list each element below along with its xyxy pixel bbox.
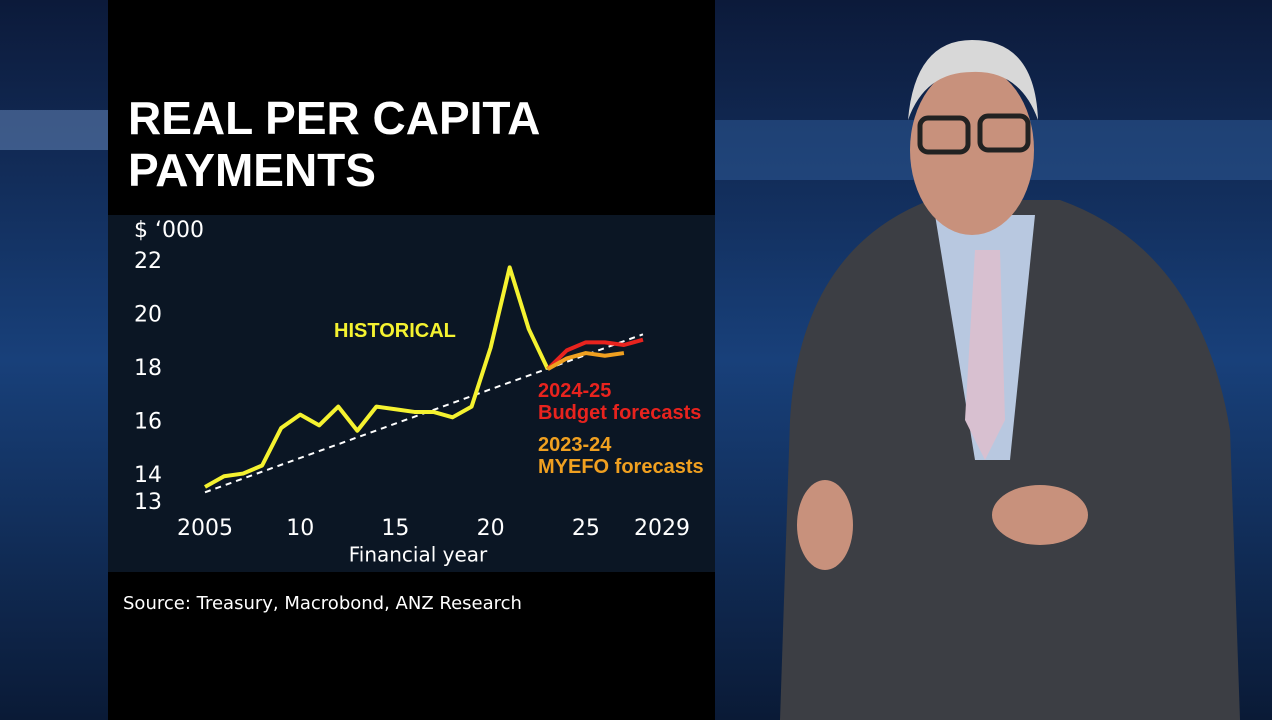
y-tick-label: 20: [134, 303, 162, 328]
tie: [965, 250, 1005, 460]
x-tick-label: 2029: [634, 516, 690, 541]
series-line: [546, 337, 644, 371]
y-tick-label: 14: [134, 463, 162, 488]
x-tick-label: 20: [477, 516, 505, 541]
y-tick-label: 22: [134, 249, 162, 274]
series-label: 2024-25 Budget forecasts: [538, 380, 702, 424]
series-line: [546, 351, 625, 371]
x-tick-label: 15: [381, 516, 409, 541]
source: Source: Treasury, Macrobond, ANZ Researc…: [123, 593, 522, 614]
y-tick-label: 16: [134, 410, 162, 435]
hair: [908, 40, 1038, 120]
hand: [992, 485, 1088, 545]
x-tick-label: 25: [572, 516, 600, 541]
glasses: [917, 115, 971, 155]
x-tick-label: 2005: [177, 516, 233, 541]
y-tick-label: 13: [134, 490, 162, 515]
face: [910, 65, 1034, 235]
y-axis-label: $ ‘000: [134, 218, 204, 243]
series-label: HISTORICAL: [334, 320, 456, 342]
chart-panel: [108, 215, 715, 572]
x-tick-label: 10: [286, 516, 314, 541]
series-line: [204, 265, 550, 489]
studio-light: [0, 110, 108, 150]
x-axis-label: Financial year: [349, 543, 488, 567]
glasses: [977, 113, 1031, 153]
chart-title: REAL PER CAPITA PAYMENTS: [128, 92, 539, 196]
y-tick-label: 18: [134, 356, 162, 381]
presenter: [780, 40, 1240, 720]
hand: [797, 480, 853, 570]
series-label: 2023-24 MYEFO forecasts: [538, 434, 704, 478]
